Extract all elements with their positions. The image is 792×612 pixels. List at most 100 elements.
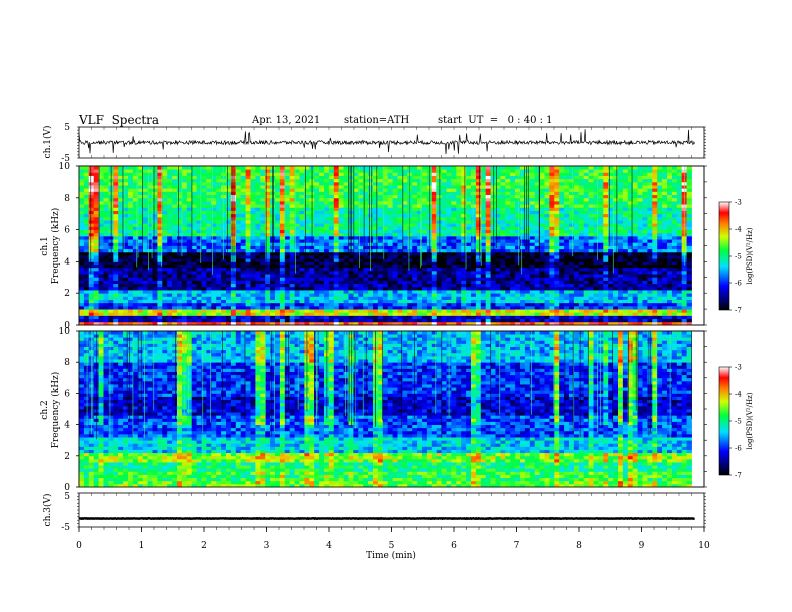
spectrogram-cell [446, 302, 452, 307]
spectrogram-cell [510, 229, 516, 234]
spectrogram-cell [221, 213, 227, 218]
spectrogram-cell [348, 194, 354, 199]
spectrogram-cell [275, 191, 281, 196]
spectrogram-cell [412, 197, 418, 202]
spectrogram-cell [319, 178, 325, 183]
spectrogram-cell [98, 213, 104, 218]
spectrogram-cell [324, 270, 330, 275]
spectrogram-cell [255, 270, 261, 275]
spectrogram-cell [480, 318, 487, 323]
spectrogram-cell [128, 169, 134, 173]
spectrogram-cell [216, 204, 222, 208]
spectrogram-cell [250, 169, 256, 173]
spectrogram-cell [191, 270, 197, 275]
spectrogram-cell [319, 235, 325, 240]
spectrogram-cell [515, 267, 521, 272]
spectrogram-cell [181, 299, 188, 304]
spectrogram-cell [343, 299, 349, 304]
spectrogram-cell [377, 185, 384, 189]
spectrogram-cell [441, 239, 447, 243]
spectrogram-cell [196, 315, 202, 320]
spectrogram-cell [289, 261, 295, 265]
spectrogram-cell [446, 277, 452, 281]
spectrogram-cell [485, 207, 491, 211]
spectrogram-cell [358, 242, 364, 246]
spectrogram-cell [162, 172, 168, 176]
spectrogram-cell [500, 223, 506, 227]
spectrogram-cell [250, 178, 256, 183]
spectrogram-cell [88, 191, 95, 196]
spectrogram-cell [240, 232, 246, 237]
spectrogram-cell [284, 245, 291, 250]
spectrogram-cell [333, 178, 340, 183]
spectrogram-cell [510, 290, 516, 294]
spectrogram-cell [103, 255, 109, 259]
spectrogram-cell [554, 277, 560, 281]
spectrogram-cell [118, 229, 124, 234]
spectrogram-cell [343, 296, 349, 300]
spectrogram-cell [294, 175, 300, 180]
spectrogram-cell [294, 283, 300, 288]
spectrogram-cell [520, 264, 526, 269]
spectrogram-cell [113, 309, 119, 313]
spectrogram-cell [132, 213, 139, 218]
spectrogram-cell [328, 251, 335, 256]
spectrogram-cell [510, 210, 516, 215]
spectrogram-cell [402, 283, 408, 288]
spectrogram-cell [181, 185, 188, 189]
spectrogram-cell [431, 232, 438, 237]
spectrogram-cell [152, 280, 158, 285]
spectrogram-cell [382, 267, 389, 272]
spectrogram-cell [529, 248, 536, 253]
spectrogram-cell [529, 169, 536, 173]
spectrogram-cell [417, 321, 423, 326]
spectrogram-cell [304, 302, 310, 307]
spectrogram-cell [260, 255, 266, 259]
spectrogram-cell [88, 302, 95, 307]
spectrogram-cell [377, 305, 384, 310]
spectrogram-cell [226, 210, 232, 215]
spectrogram-cell [363, 245, 369, 250]
spectrogram-cell [534, 270, 540, 275]
spectrogram-cell [417, 204, 423, 208]
spectrogram-cell [564, 305, 570, 310]
spectrogram-cell [402, 264, 408, 269]
spectrogram-cell [235, 191, 242, 196]
spectrogram-cell [123, 296, 129, 300]
spectrogram-cell [451, 204, 457, 208]
spectrogram-cell [422, 166, 428, 170]
spectrogram-cell [382, 264, 389, 269]
spectrogram-cell [123, 245, 129, 250]
spectrogram-cell [201, 235, 207, 240]
spectrogram-cell [549, 312, 555, 316]
spectrogram-cell [137, 169, 144, 173]
spectrogram-cell [211, 267, 217, 272]
spectrogram-cell [279, 188, 286, 192]
spectrogram-cell [245, 220, 251, 224]
spectrogram-cell [466, 178, 472, 183]
spectrogram-cell [392, 226, 398, 230]
spectrogram-cell [206, 232, 212, 237]
spectrogram-cell [113, 242, 119, 246]
spectrogram-cell [377, 309, 384, 313]
spectrogram-cell [382, 223, 389, 227]
spectrogram-cell [387, 267, 393, 272]
spectrogram-cell [471, 286, 477, 291]
spectrogram-cell [260, 181, 266, 186]
spectrogram-cell [324, 216, 330, 221]
spectrogram-cell [392, 299, 398, 304]
spectrogram-cell [83, 305, 90, 310]
spectrogram-cell [559, 274, 565, 278]
spectrogram-cell [299, 235, 305, 240]
spectrogram-cell [412, 277, 418, 281]
spectrogram-cell [319, 258, 325, 262]
spectrogram-cell [250, 267, 256, 272]
spectrogram-cell [211, 226, 217, 230]
spectrogram-cell [324, 235, 330, 240]
spectrogram-cell [544, 210, 550, 215]
spectrogram-cell [446, 194, 452, 199]
spectrogram-cell [211, 251, 217, 256]
spectrogram-cell [177, 299, 183, 304]
spectrogram-cell [284, 248, 291, 253]
spectrogram-cell [230, 204, 237, 208]
